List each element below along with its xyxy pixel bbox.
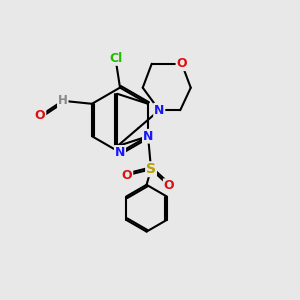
Text: S: S	[146, 162, 156, 176]
Text: N: N	[154, 104, 164, 117]
Text: O: O	[122, 169, 132, 182]
Text: N: N	[143, 130, 153, 143]
Text: H: H	[58, 94, 68, 107]
Text: O: O	[164, 179, 174, 192]
Text: N: N	[115, 146, 125, 159]
Text: O: O	[35, 109, 45, 122]
Text: O: O	[176, 57, 187, 70]
Text: Cl: Cl	[109, 52, 122, 65]
